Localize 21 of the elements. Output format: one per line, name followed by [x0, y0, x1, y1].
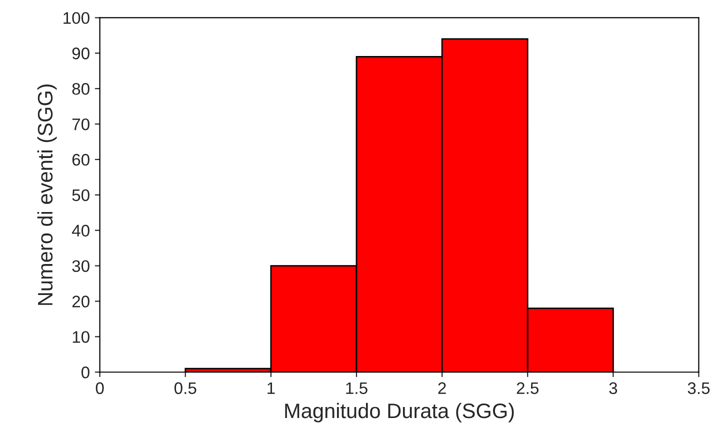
y-tick-label: 80 — [72, 83, 90, 95]
y-tick-label: 60 — [72, 154, 90, 166]
x-tick-label: 3 — [609, 382, 618, 394]
x-tick-label: 1.5 — [346, 382, 368, 394]
x-axis-title: Magnitudo Durata (SGG) — [285, 402, 514, 422]
y-tick-label: 70 — [72, 118, 90, 130]
y-tick-label: 0 — [81, 366, 90, 378]
y-tick-label: 10 — [72, 331, 90, 343]
y-tick-label: 40 — [72, 224, 90, 237]
x-tick-label: 3.5 — [688, 382, 710, 394]
x-tick-label: 1 — [268, 382, 275, 394]
y-tick-label: 90 — [72, 48, 90, 60]
y-axis-title: Numero di eventi (SGG) — [37, 84, 57, 305]
x-tick-label: 0 — [96, 382, 104, 394]
y-tick-label: 20 — [72, 296, 90, 308]
y-tick-label: 30 — [72, 260, 90, 272]
x-tick-label: 2.5 — [516, 382, 539, 394]
y-tick-label: 100 — [64, 12, 90, 24]
x-tick-label: 0.5 — [174, 382, 196, 394]
y-tick-label: 50 — [72, 189, 90, 202]
x-tick-label: 2 — [438, 382, 446, 394]
